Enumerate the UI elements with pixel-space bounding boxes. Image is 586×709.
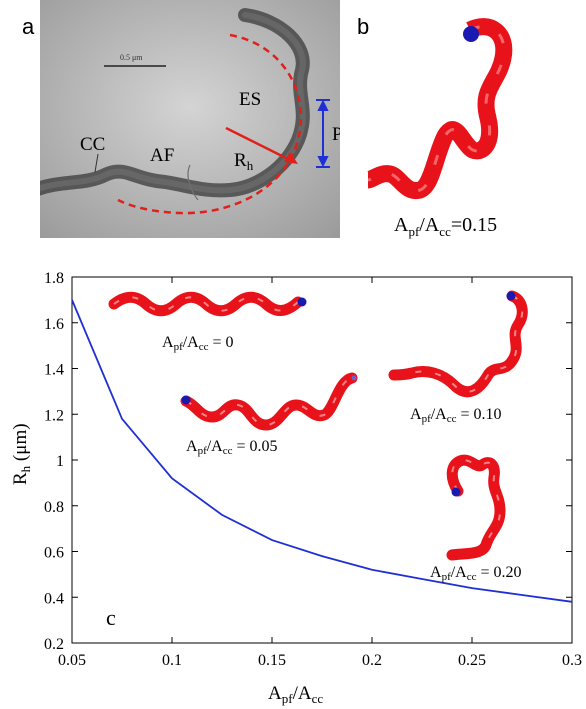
y-tick-label: 0.6	[44, 545, 64, 562]
panel-b-cell-render	[366, 18, 513, 199]
label-cc-leader	[94, 153, 99, 173]
x-tick-label: 0.25	[458, 652, 486, 669]
panel-a-letter: a	[22, 14, 35, 39]
scale-bar-label: 0.5 μm	[120, 53, 143, 62]
label-es: ES	[239, 89, 261, 110]
y-tick-label: 1.6	[44, 316, 64, 333]
y-tick-label: 0.4	[44, 590, 64, 607]
radius-arrow-shaft	[225, 126, 291, 162]
x-tick-label: 0.3	[562, 652, 582, 669]
panel-b-letter: b	[357, 14, 370, 39]
inset-cell-0	[108, 291, 307, 317]
x-axis-label: Apf/Acc	[268, 683, 323, 706]
inset-cell-3	[446, 454, 506, 561]
y-tick-label: 1.8	[44, 270, 64, 287]
axial-filament	[187, 164, 199, 201]
y-tick-label: 1	[56, 453, 64, 470]
radius-arrow-head	[284, 152, 298, 164]
label-p: P	[332, 124, 340, 145]
panel-b-caption: Apf/Acc=0.15	[394, 214, 498, 239]
cell-body-outline	[40, 8, 310, 198]
y-tick-label: 0.8	[44, 499, 64, 516]
inset-cell-1	[180, 372, 358, 431]
plot-frame	[71, 276, 573, 644]
label-af: AF	[150, 145, 174, 166]
x-tick-label: 0.1	[162, 652, 182, 669]
inset-cell-2	[388, 290, 528, 398]
cell-pole-cap	[463, 26, 479, 42]
inset-label-3: Apf/Acc = 0.20	[430, 564, 522, 583]
rh-curve	[71, 299, 573, 603]
micrograph-panel: 0.5 μm ES CC AF Rh P	[40, 0, 340, 238]
panel-c-letter: c	[106, 605, 116, 630]
label-cc: CC	[80, 134, 105, 155]
helix-fit-dashed	[117, 33, 303, 215]
panel-c-chart: 0.2 0.4 0.6 0.8 1 1.2 1.4 1.6 1.8 0.05 0.1 0.15 0.2…	[10, 270, 582, 706]
y-tick-label: 1.4	[44, 362, 64, 379]
x-tick-label: 0.05	[58, 652, 86, 669]
y-tick-label: 1.2	[44, 407, 64, 424]
x-tick-label: 0.2	[362, 652, 382, 669]
y-axis-label: Rh (μm)	[10, 423, 33, 485]
inset-label-1: Apf/Acc = 0.05	[186, 438, 278, 457]
x-tick-label: 0.15	[258, 652, 286, 669]
y-tick-label: 0.2	[44, 636, 64, 653]
cell-helix	[366, 18, 513, 199]
label-rh: Rh	[234, 150, 254, 173]
inset-label-2: Apf/Acc = 0.10	[410, 406, 502, 425]
inset-label-0: Apf/Acc = 0	[162, 334, 234, 353]
pitch-bracket	[316, 99, 330, 168]
